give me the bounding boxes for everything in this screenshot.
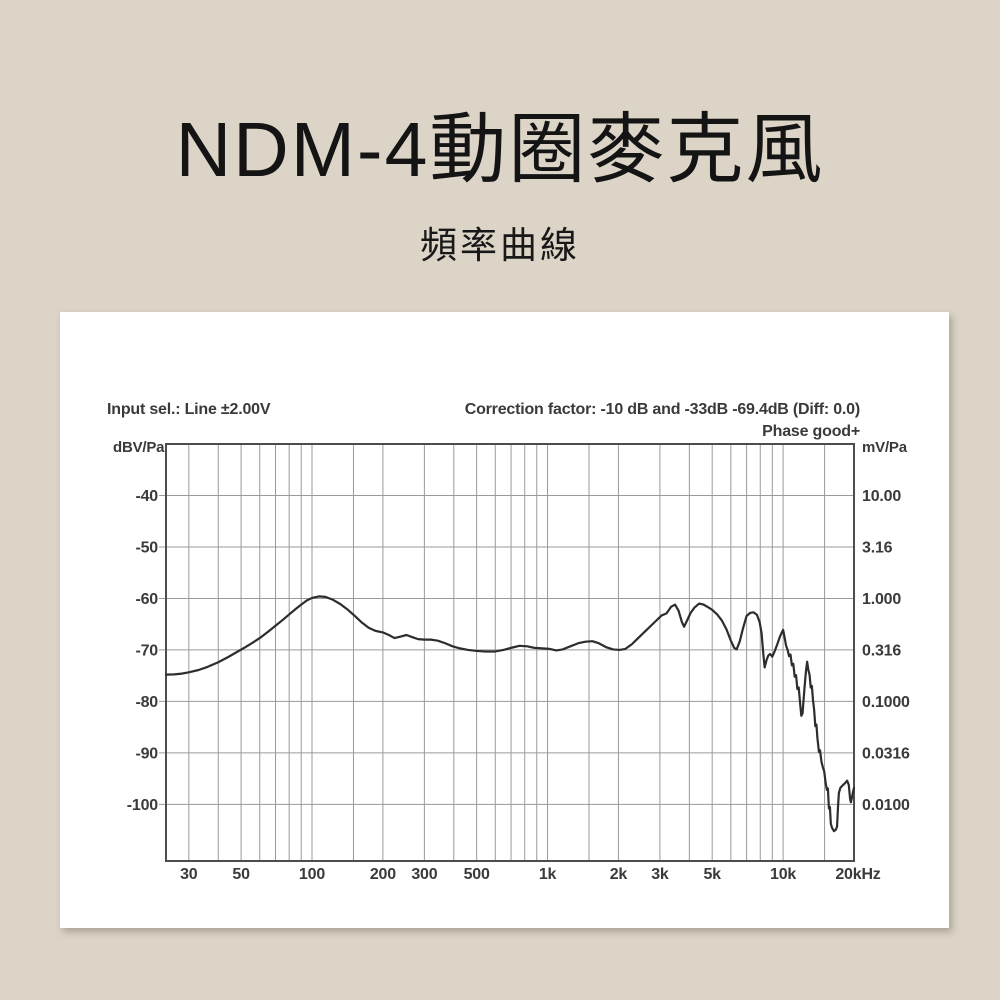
x-tick-label: 2k — [610, 866, 628, 883]
frequency-chart: Input sel.: Line ±2.00V Correction factor… — [107, 401, 910, 883]
y-axis-right-unit-label: mV/Pa — [862, 439, 908, 456]
y-tick-label-right: 10.00 — [862, 488, 901, 505]
y-tick-label-right: 0.0100 — [862, 797, 910, 814]
x-tick-label: 30 — [180, 866, 198, 883]
x-tick-label: 20kHz — [835, 866, 880, 883]
y-tick-label-right: 3.16 — [862, 539, 893, 556]
y-tick-label-right: 0.1000 — [862, 694, 910, 711]
y-tick-label-right: 0.316 — [862, 642, 901, 659]
y-tick-label-right: 1.000 — [862, 591, 901, 608]
x-tick-label: 50 — [232, 866, 250, 883]
y-tick-label-left: -40 — [135, 488, 158, 505]
chart-header-input-sel: Input sel.: Line ±2.00V — [107, 401, 271, 418]
x-tick-label: 1k — [539, 866, 557, 883]
y-tick-label-left: -50 — [135, 539, 158, 556]
y-axis-left-unit-label: dBV/Pa — [113, 439, 165, 456]
y-tick-label-right: 0.0316 — [862, 745, 910, 762]
y-tick-label-left: -80 — [135, 694, 158, 711]
chart-header-correction-factor: Correction factor: -10 dB and -33dB -69.… — [465, 401, 860, 418]
y-tick-label-left: -90 — [135, 745, 158, 762]
y-tick-label-left: -100 — [127, 797, 159, 814]
x-tick-label: 5k — [703, 866, 721, 883]
x-tick-label: 10k — [770, 866, 796, 883]
y-tick-label-left: -70 — [135, 642, 158, 659]
page-subtitle: 頻率曲線 — [420, 225, 580, 266]
x-tick-label: 200 — [370, 866, 396, 883]
page-title: NDM-4動圈麥克風 — [175, 107, 825, 193]
x-tick-label: 500 — [464, 866, 490, 883]
y-tick-label-left: -60 — [135, 591, 158, 608]
chart-card: Input sel.: Line ±2.00V Correction factor… — [60, 312, 949, 928]
x-tick-label: 100 — [299, 866, 325, 883]
x-tick-label: 3k — [651, 866, 669, 883]
chart-border — [165, 443, 855, 862]
x-tick-label: 300 — [411, 866, 437, 883]
chart-header-phase: Phase good+ — [762, 423, 860, 440]
frequency-response-curve — [164, 595, 856, 833]
